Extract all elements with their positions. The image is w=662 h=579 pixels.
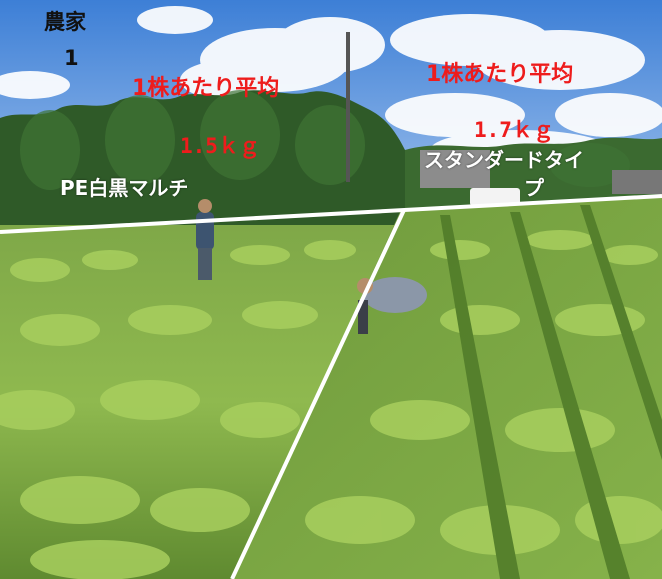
right-type-line2: プ (524, 176, 544, 200)
celery-clumps (0, 205, 662, 579)
farmer-bending (357, 277, 427, 334)
left-average-heading: 1株あたり平均 (132, 76, 280, 101)
left-mulch-name: PE白黒マルチ (60, 176, 189, 200)
utility-pole (346, 32, 350, 182)
right-average-heading: 1株あたり平均 (426, 62, 574, 87)
farmer-title-line2: 1 (64, 46, 79, 70)
celery-field-right (232, 196, 662, 579)
horizontal-divider (0, 194, 662, 234)
diagonal-divider (230, 209, 406, 579)
farmer-title-line1: 農家 (44, 10, 86, 34)
right-average-value: 1.7ｋｇ (474, 118, 554, 142)
left-average-value: 1.5ｋｇ (180, 134, 260, 158)
right-type-line1: スタンダードタイ (424, 148, 584, 172)
shed (420, 150, 490, 188)
truck (470, 188, 520, 206)
